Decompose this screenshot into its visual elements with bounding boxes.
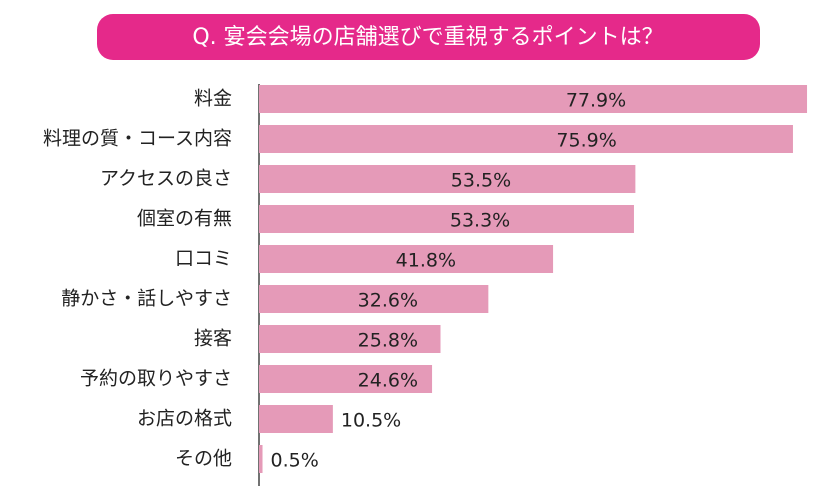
category-label: 料理の質・コース内容 — [43, 128, 232, 150]
value-label: 24.6% — [358, 370, 418, 392]
bar — [259, 325, 441, 353]
value-label: 41.8% — [396, 250, 456, 272]
category-label: 接客 — [194, 328, 232, 350]
bar — [259, 125, 793, 153]
bar — [259, 285, 489, 313]
bar — [259, 205, 634, 233]
title-banner — [97, 14, 760, 60]
bar — [259, 405, 333, 433]
category-label: アクセスの良さ — [100, 168, 232, 190]
category-label: 個室の有無 — [137, 208, 232, 230]
category-label: 静かさ・話しやすさ — [61, 288, 232, 310]
value-label: 25.8% — [358, 330, 418, 352]
value-label: 0.5% — [271, 450, 319, 472]
category-label: 料金 — [194, 88, 232, 110]
category-label: お店の格式 — [137, 408, 232, 430]
bar — [259, 445, 263, 473]
category-label: その他 — [175, 448, 232, 470]
bar — [259, 365, 433, 393]
value-label: 53.5% — [451, 170, 511, 192]
value-label: 75.9% — [556, 130, 616, 152]
category-label: 口コミ — [175, 248, 232, 270]
bar — [259, 85, 808, 113]
value-label: 10.5% — [341, 410, 401, 432]
category-label: 予約の取りやすさ — [80, 368, 232, 390]
bar — [259, 165, 636, 193]
value-label: 53.3% — [450, 210, 510, 232]
bar — [259, 245, 554, 273]
value-label: 32.6% — [358, 290, 418, 312]
chart-title: Q. 宴会会場の店舗選びで重視するポイントは？ — [192, 25, 663, 50]
value-label: 77.9% — [566, 90, 626, 112]
